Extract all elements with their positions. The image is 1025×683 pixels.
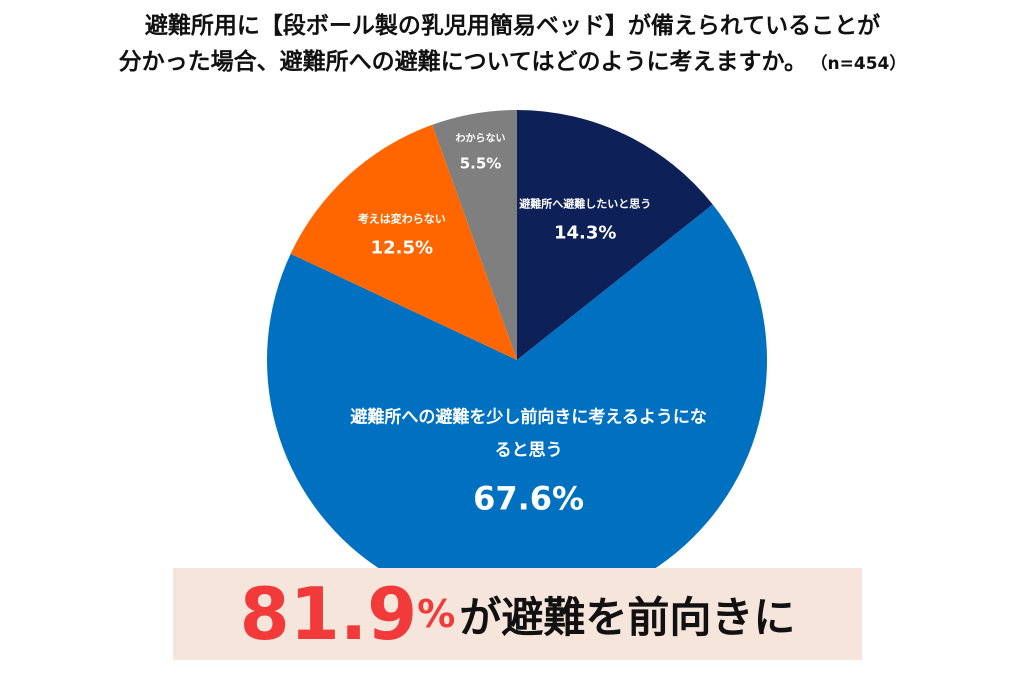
slice-label: わからない 5.5%: [436, 130, 526, 173]
slice-label: 避難所へ避難したいと思う 14.3%: [510, 194, 660, 243]
category-label: 避難所への避難を少し前向きに考えるようになると思う: [350, 407, 707, 460]
value-label: 5.5%: [459, 154, 502, 173]
value-label: 14.3%: [554, 222, 617, 244]
value-label: 67.6%: [473, 479, 585, 518]
category-label: 避難所へ避難したいと思う: [519, 197, 652, 211]
summary-banner: 81.9% が避難を前向きに: [173, 568, 862, 660]
banner-unit: %: [417, 592, 456, 636]
pie-slice: [432, 110, 517, 360]
slice-label: 避難所への避難を少し前向きに考えるようになると思う 67.6%: [344, 402, 714, 517]
pie-slice: [517, 110, 713, 360]
chart-title-line: 分かった場合、避難所への避難についてはどのように考えますか。 （n=454）: [0, 42, 1025, 76]
category-label: 考えは変わらない: [357, 212, 446, 226]
chart-title: 避難所用に【段ボール製の乳児用簡易ベッド】が備えられていることが: [144, 13, 881, 39]
category-label: わからない: [455, 133, 506, 145]
chart-title: 分かった場合、避難所への避難についてはどのように考えますか。: [118, 49, 808, 75]
slice-label: 考えは変わらない 12.5%: [337, 209, 467, 258]
chart-subtitle: （n=454）: [819, 54, 907, 74]
banner-text: が避難を前向きに: [459, 592, 796, 642]
value-label: 12.5%: [370, 237, 434, 259]
banner-number: 81.9: [239, 572, 418, 656]
pie-slice: [290, 124, 517, 360]
pie-slice: [267, 204, 767, 611]
